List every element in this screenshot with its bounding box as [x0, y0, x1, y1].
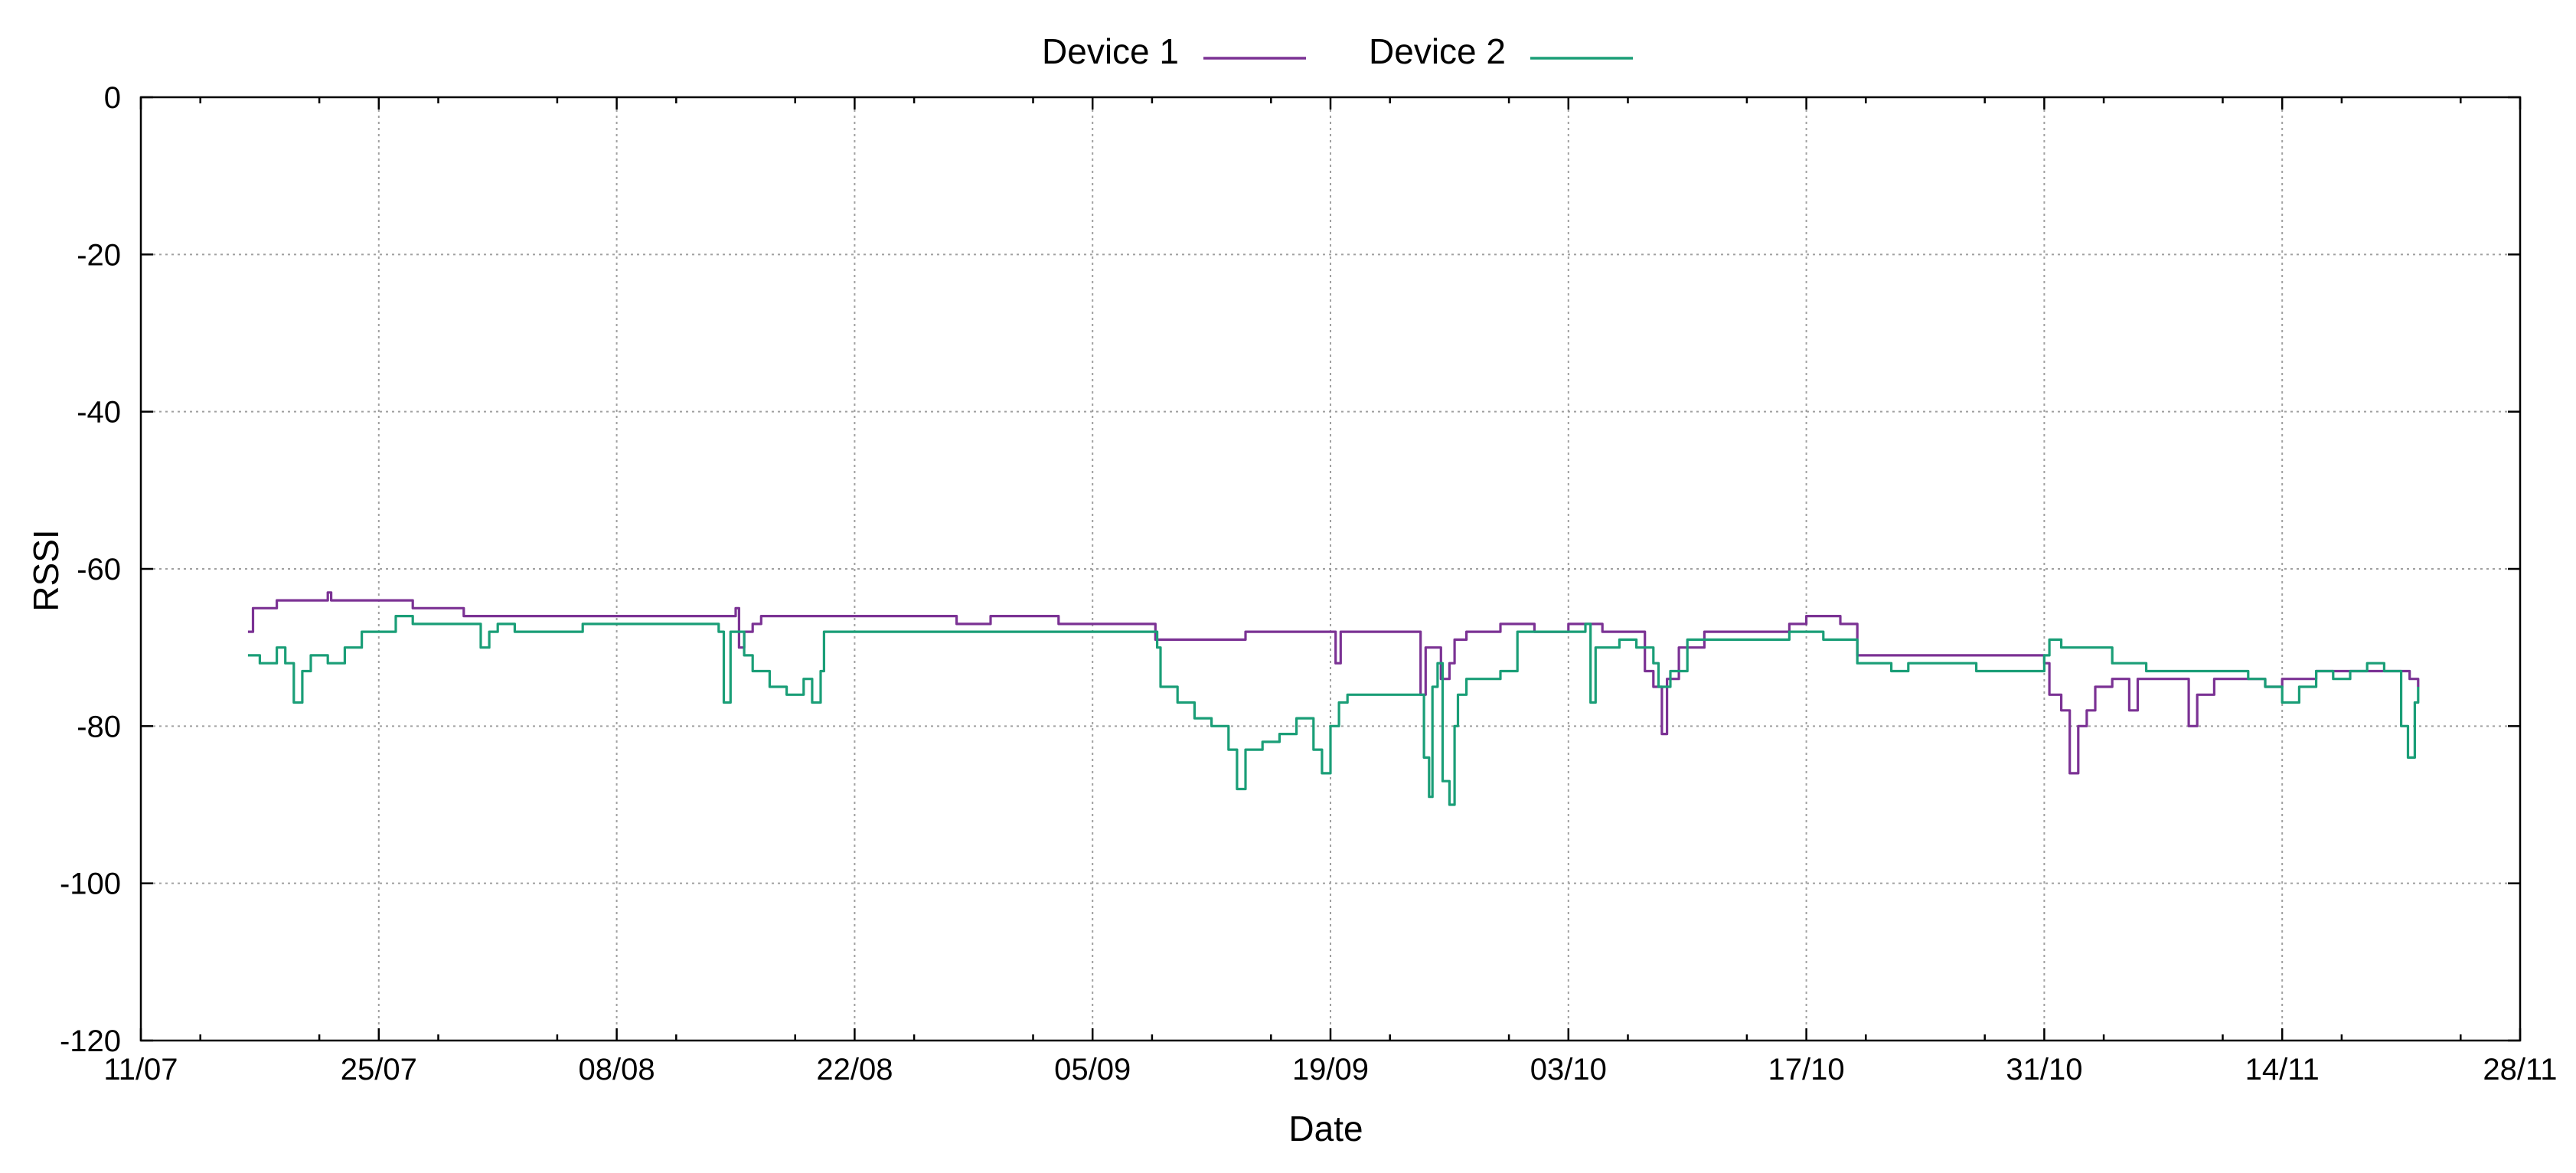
x-tick-label: 22/08	[816, 1053, 893, 1086]
x-axis-ticks: 11/07 25/07 08/08 22/08 05/09 19/09 03/10 17/10…	[103, 97, 2558, 1086]
x-tick-label: 08/08	[579, 1053, 655, 1086]
x-tick-label: 19/09	[1292, 1053, 1369, 1086]
x-axis-title: Date	[1288, 1109, 1363, 1148]
x-tick-label: 28/11	[2483, 1053, 2557, 1086]
x-tick-label: 03/10	[1530, 1053, 1607, 1086]
y-tick-label: -120	[60, 1024, 121, 1058]
legend-item-device-2: Device 2	[1369, 31, 1633, 71]
y-tick-label: -80	[77, 710, 121, 743]
y-tick-label: -20	[77, 238, 121, 272]
x-tick-label: 25/07	[341, 1053, 417, 1086]
series-lines	[247, 591, 2420, 806]
y-tick-label: -100	[60, 867, 121, 901]
legend-item-device-1: Device 1	[1042, 31, 1306, 71]
y-tick-label: -40	[77, 396, 121, 430]
y-axis-ticks: 0 -20 -40 -60 -80 -100 -120	[60, 81, 2520, 1058]
y-tick-label: 0	[104, 81, 121, 115]
y-axis-title: RSSI	[26, 529, 66, 611]
series-line-device-2	[247, 615, 2420, 806]
x-tick-label: 05/09	[1054, 1053, 1131, 1086]
series-line-device-1	[247, 591, 2420, 775]
legend: Device 1 Device 2	[1042, 31, 1633, 71]
x-tick-label: 11/07	[103, 1053, 178, 1086]
x-tick-label: 14/11	[2245, 1053, 2320, 1086]
x-tick-label: 17/10	[1768, 1053, 1845, 1086]
legend-label-device-2: Device 2	[1369, 31, 1506, 71]
x-tick-label: 31/10	[2006, 1053, 2082, 1086]
legend-label-device-1: Device 1	[1042, 31, 1179, 71]
y-tick-label: -60	[77, 553, 121, 586]
grid	[141, 97, 2520, 1041]
